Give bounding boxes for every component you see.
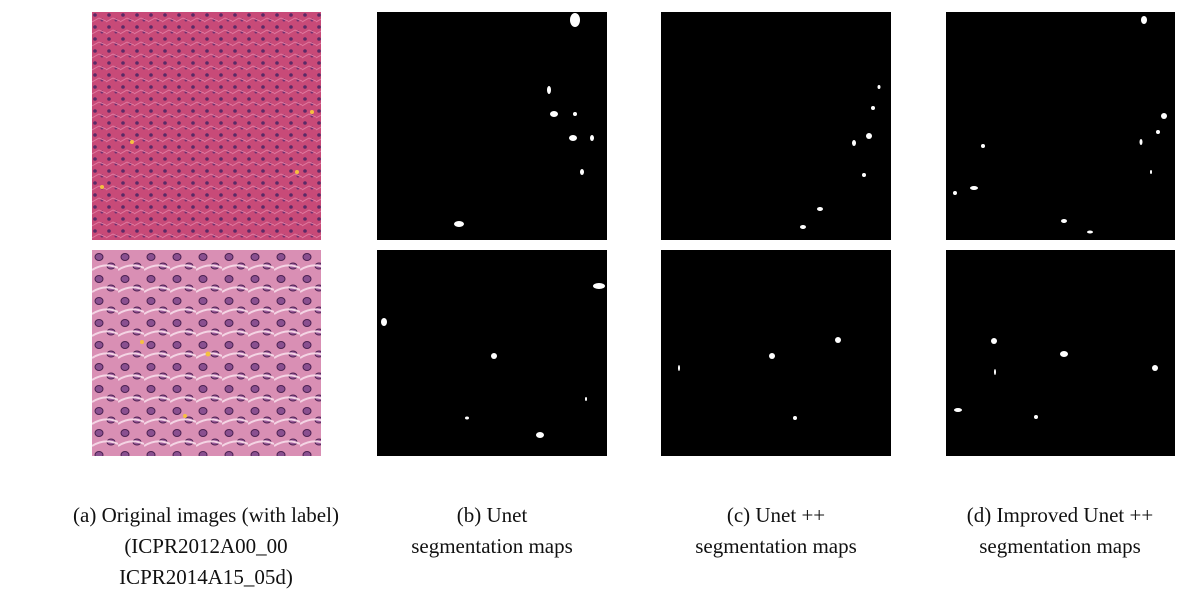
caption: (a) Original images (with label)(ICPR201… [56, 500, 356, 593]
segmentation-map [661, 250, 891, 456]
caption-line: (b) Unet [342, 500, 642, 531]
caption-line: (a) Original images (with label) [56, 500, 356, 531]
segmentation-map [661, 12, 891, 240]
caption: (c) Unet ++segmentation maps [626, 500, 926, 562]
tissue-image [92, 250, 321, 456]
segmentation-map [377, 12, 607, 240]
segmentation-map [377, 250, 607, 456]
caption-line: (c) Unet ++ [626, 500, 926, 531]
caption-line: segmentation maps [342, 531, 642, 562]
caption: (d) Improved Unet ++segmentation maps [910, 500, 1188, 562]
caption-line: segmentation maps [626, 531, 926, 562]
caption-line: segmentation maps [910, 531, 1188, 562]
caption-line: ICPR2014A15_05d) [56, 562, 356, 593]
figure: (a) Original images (with label)(ICPR201… [0, 0, 1188, 608]
caption-line: (ICPR2012A00_00 [56, 531, 356, 562]
segmentation-map [946, 250, 1175, 456]
segmentation-map [946, 12, 1175, 240]
tissue-image [92, 12, 321, 240]
caption-line: (d) Improved Unet ++ [910, 500, 1188, 531]
